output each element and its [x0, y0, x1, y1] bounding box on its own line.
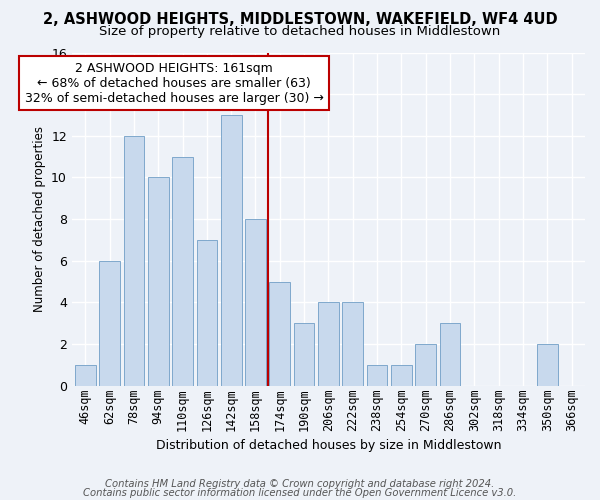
Bar — [294, 323, 314, 386]
Bar — [75, 365, 95, 386]
Text: Size of property relative to detached houses in Middlestown: Size of property relative to detached ho… — [100, 25, 500, 38]
Bar — [148, 178, 169, 386]
Bar — [269, 282, 290, 386]
Bar — [537, 344, 557, 386]
Text: 2 ASHWOOD HEIGHTS: 161sqm
← 68% of detached houses are smaller (63)
32% of semi-: 2 ASHWOOD HEIGHTS: 161sqm ← 68% of detac… — [25, 62, 323, 105]
Bar — [172, 156, 193, 386]
Bar — [391, 365, 412, 386]
Bar — [318, 302, 339, 386]
Bar — [367, 365, 388, 386]
Bar — [197, 240, 217, 386]
Bar — [415, 344, 436, 386]
Y-axis label: Number of detached properties: Number of detached properties — [32, 126, 46, 312]
Bar — [440, 323, 460, 386]
Text: 2, ASHWOOD HEIGHTS, MIDDLESTOWN, WAKEFIELD, WF4 4UD: 2, ASHWOOD HEIGHTS, MIDDLESTOWN, WAKEFIE… — [43, 12, 557, 28]
Bar — [343, 302, 363, 386]
Text: Contains public sector information licensed under the Open Government Licence v3: Contains public sector information licen… — [83, 488, 517, 498]
Bar — [221, 115, 242, 386]
Text: Contains HM Land Registry data © Crown copyright and database right 2024.: Contains HM Land Registry data © Crown c… — [106, 479, 494, 489]
Bar — [245, 219, 266, 386]
X-axis label: Distribution of detached houses by size in Middlestown: Distribution of detached houses by size … — [155, 440, 501, 452]
Bar — [99, 260, 120, 386]
Bar — [124, 136, 144, 386]
